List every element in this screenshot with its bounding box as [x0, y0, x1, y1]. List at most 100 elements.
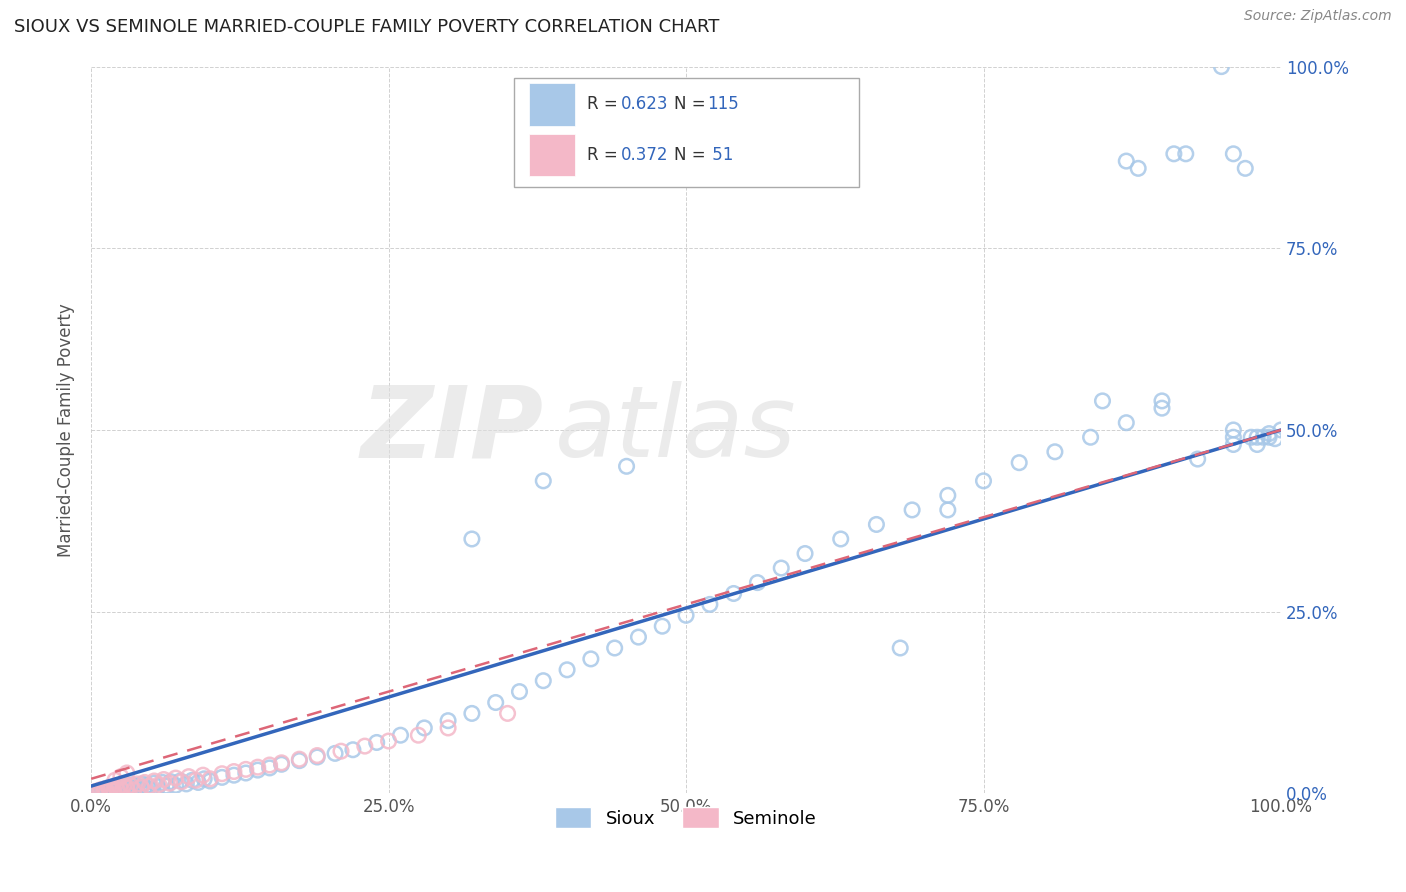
Point [104, 779, 127, 793]
Text: SIOUX VS SEMINOLE MARRIED-COUPLE FAMILY POVERTY CORRELATION CHART: SIOUX VS SEMINOLE MARRIED-COUPLE FAMILY … [14, 18, 720, 36]
Point [121, 778, 143, 792]
Point [138, 779, 160, 793]
FancyBboxPatch shape [529, 83, 575, 126]
Point [112, 784, 135, 798]
Point [107, 785, 129, 799]
Point [246, 760, 269, 774]
Point [1270, 423, 1292, 437]
Point [627, 630, 650, 644]
Point [1211, 60, 1233, 74]
Point [973, 474, 995, 488]
Point [259, 758, 281, 772]
Point [89, 784, 111, 798]
Legend: Sioux, Seminole: Sioux, Seminole [548, 800, 824, 835]
Point [1234, 161, 1257, 176]
Point [184, 773, 207, 788]
Point [89, 786, 111, 800]
Point [110, 770, 132, 784]
Point [246, 763, 269, 777]
Point [222, 768, 245, 782]
Point [152, 775, 174, 789]
Point [461, 706, 484, 721]
Point [794, 547, 817, 561]
Point [1240, 430, 1263, 444]
Point [413, 721, 436, 735]
Point [148, 778, 170, 792]
Point [211, 766, 233, 780]
Point [165, 778, 187, 792]
Point [830, 532, 852, 546]
Point [108, 779, 131, 793]
Text: R =: R = [588, 95, 623, 112]
Point [1251, 430, 1274, 444]
Point [342, 743, 364, 757]
Point [408, 728, 430, 742]
Point [155, 779, 177, 793]
Point [377, 734, 399, 748]
Point [98, 782, 121, 797]
Point [307, 748, 329, 763]
Point [105, 781, 128, 796]
Point [127, 779, 149, 793]
Point [91, 784, 114, 798]
Point [496, 706, 519, 721]
Point [110, 782, 132, 797]
Point [330, 744, 353, 758]
Point [270, 756, 292, 770]
Text: Source: ZipAtlas.com: Source: ZipAtlas.com [1244, 9, 1392, 23]
Text: N =: N = [673, 95, 711, 112]
Point [747, 575, 769, 590]
Point [770, 561, 793, 575]
Point [86, 784, 108, 798]
Point [176, 777, 198, 791]
Point [105, 782, 128, 797]
Point [901, 503, 924, 517]
Point [366, 735, 388, 749]
Point [98, 780, 121, 795]
Point [1080, 430, 1102, 444]
Point [93, 782, 115, 797]
Point [699, 598, 721, 612]
Point [437, 721, 460, 735]
Point [1115, 154, 1137, 169]
Point [288, 754, 311, 768]
Point [389, 728, 412, 742]
Point [1258, 426, 1281, 441]
Point [1150, 393, 1173, 408]
Point [143, 774, 166, 789]
Point [111, 780, 134, 795]
Point [936, 488, 959, 502]
Point [115, 782, 138, 797]
Point [616, 459, 638, 474]
Point [114, 778, 136, 792]
Point [115, 781, 138, 796]
Point [1128, 161, 1150, 176]
Point [134, 780, 156, 795]
Point [146, 780, 169, 794]
Point [114, 778, 136, 792]
Point [1246, 437, 1268, 451]
Point [1222, 430, 1244, 444]
Point [159, 776, 181, 790]
Point [120, 778, 142, 792]
Point [222, 764, 245, 779]
Point [889, 640, 911, 655]
Point [100, 780, 122, 795]
Point [90, 782, 112, 797]
Point [169, 774, 191, 789]
Point [1150, 401, 1173, 416]
FancyBboxPatch shape [529, 134, 575, 177]
Text: 115: 115 [707, 95, 740, 112]
Point [104, 780, 127, 794]
Point [165, 771, 187, 785]
Point [127, 777, 149, 791]
Y-axis label: Married-Couple Family Poverty: Married-Couple Family Poverty [58, 303, 75, 557]
Point [181, 773, 204, 788]
Point [98, 782, 121, 797]
Point [198, 774, 221, 789]
Point [134, 775, 156, 789]
Point [105, 783, 128, 797]
Point [124, 781, 146, 796]
Point [1222, 437, 1244, 451]
Point [143, 776, 166, 790]
